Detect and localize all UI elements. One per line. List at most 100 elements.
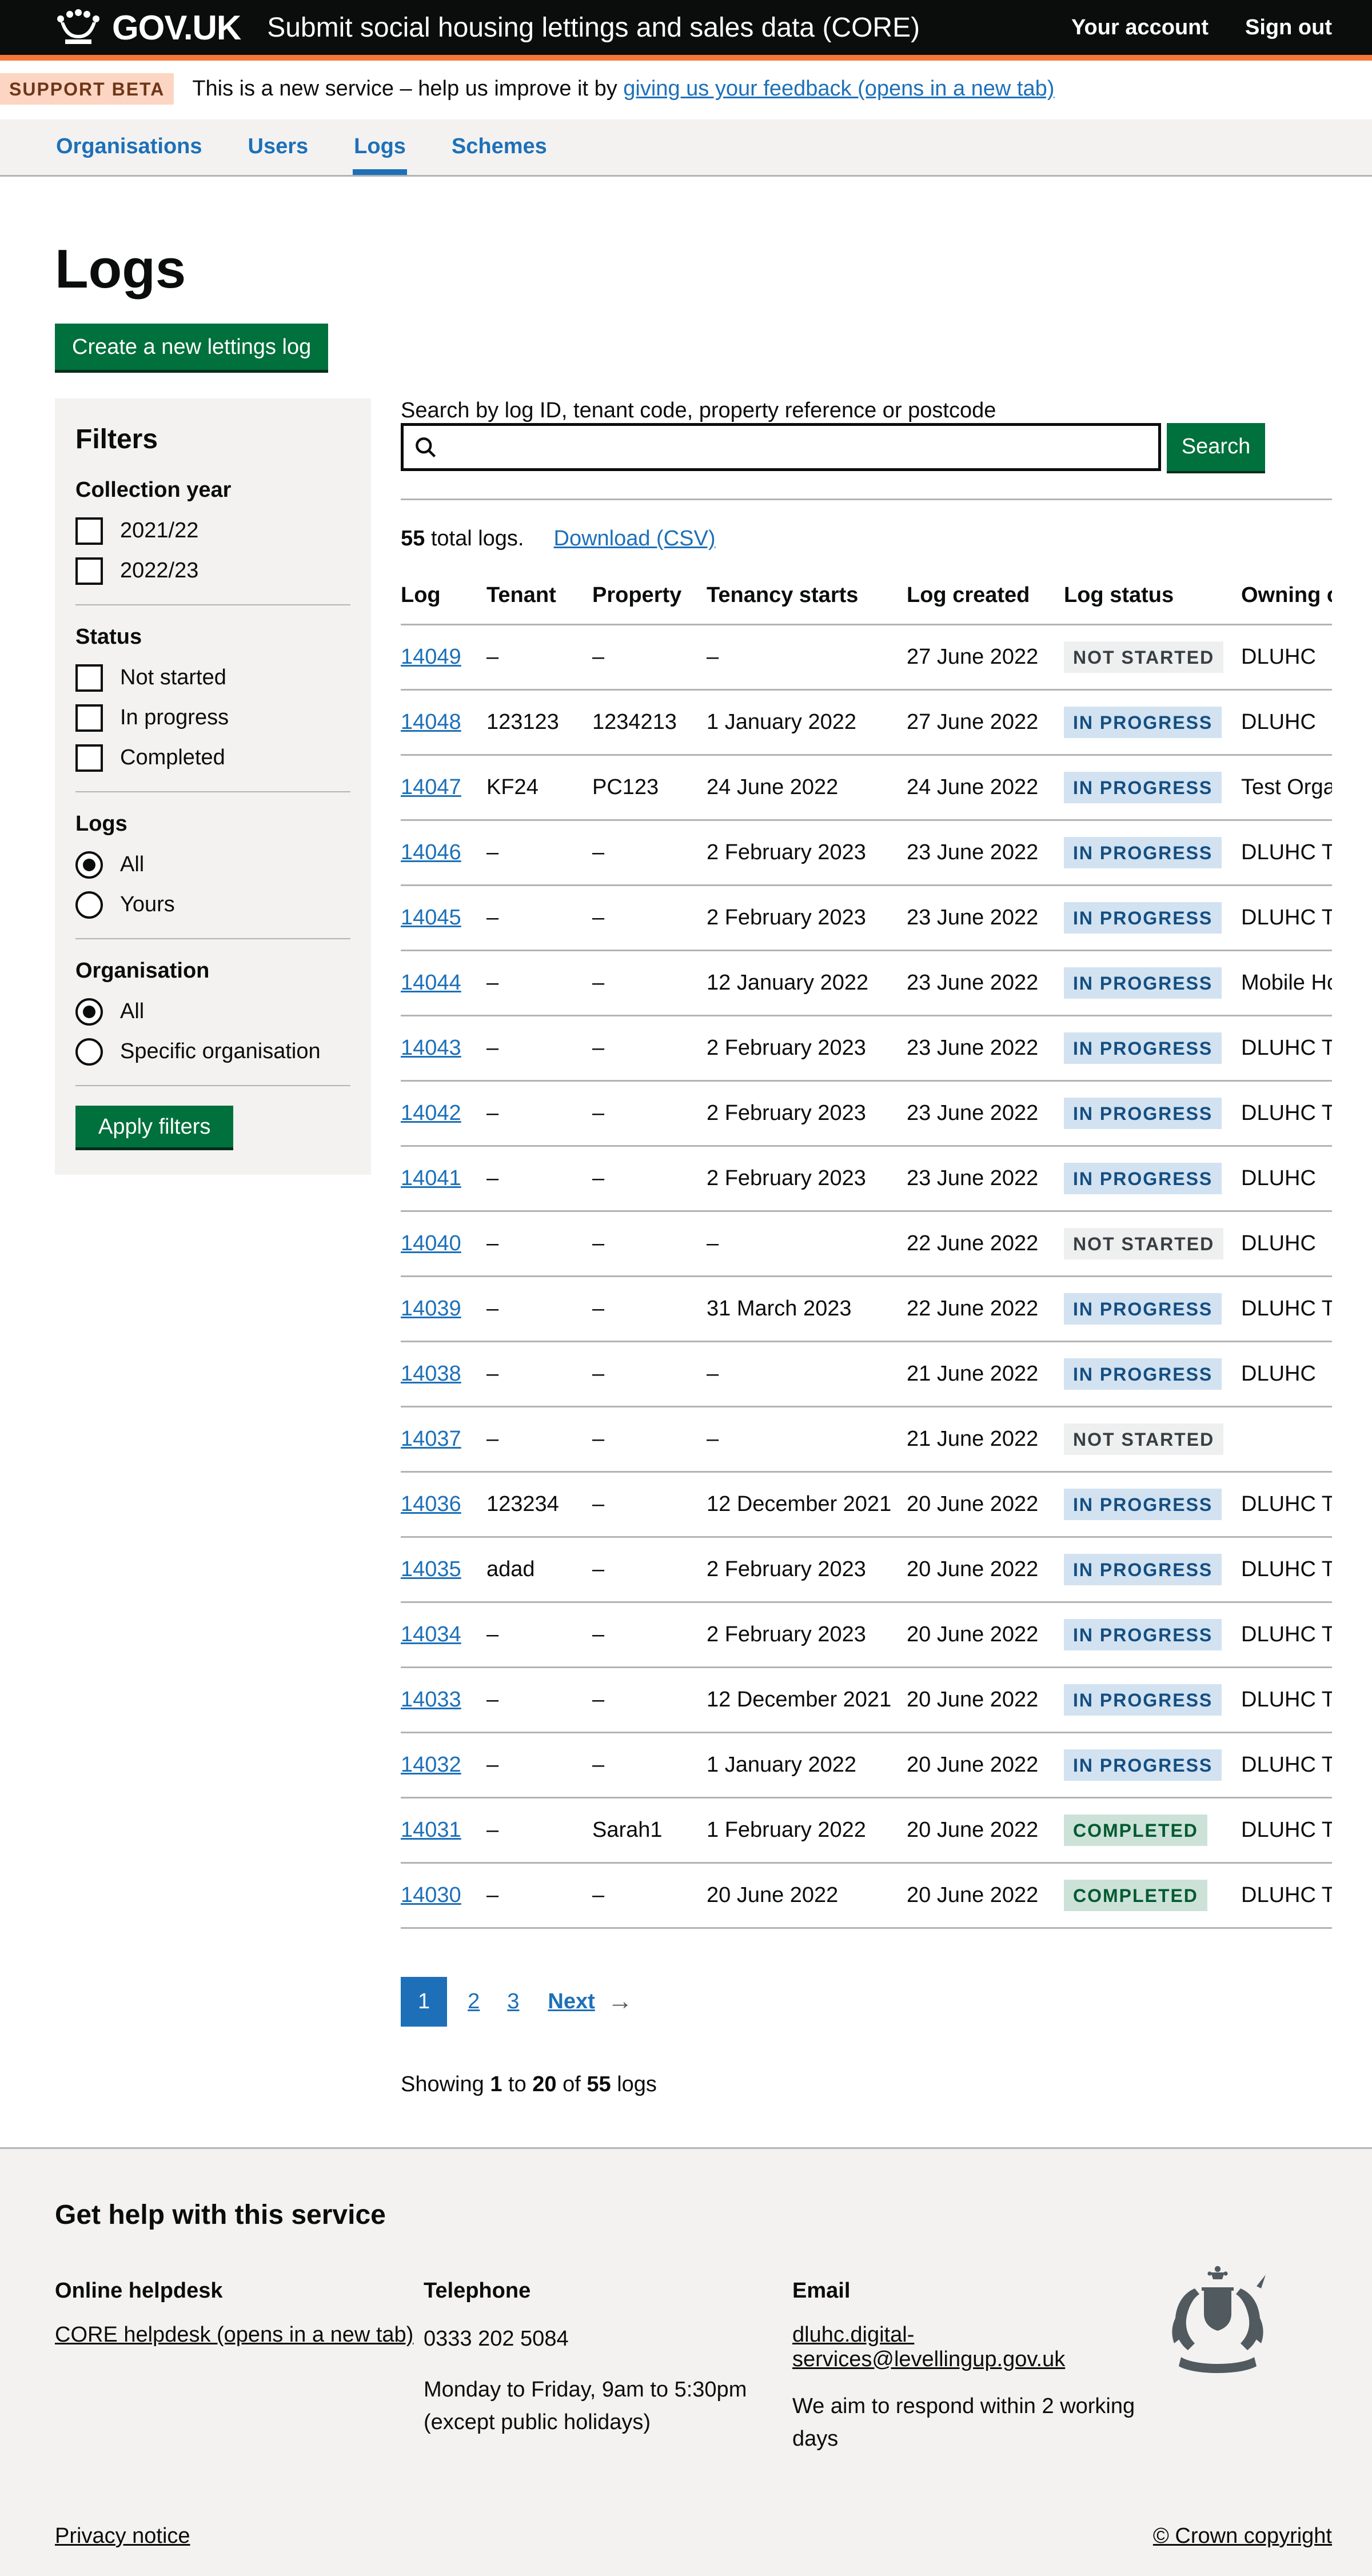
log-link-14043[interactable]: 14043 bbox=[401, 1035, 461, 1060]
radio-logs-all[interactable]: All bbox=[75, 851, 350, 879]
email-link[interactable]: dluhc.digital-services@levellingup.gov.u… bbox=[792, 2322, 1066, 2371]
log-link-14035[interactable]: 14035 bbox=[401, 1557, 461, 1581]
your-account-link[interactable]: Your account bbox=[1071, 15, 1209, 39]
log-link-14034[interactable]: 14034 bbox=[401, 1622, 461, 1646]
crown-copyright-link[interactable]: © Crown copyright bbox=[1152, 2523, 1332, 2548]
checkbox-status-not-started[interactable]: Not started bbox=[75, 664, 350, 692]
radio-control[interactable] bbox=[75, 891, 103, 919]
status-badge: NOT STARTED bbox=[1064, 1423, 1224, 1455]
log-created-date: 23 June 2022 bbox=[907, 820, 1064, 886]
search-input[interactable] bbox=[444, 425, 1158, 468]
checkbox-status-in-progress[interactable]: In progress bbox=[75, 704, 350, 732]
privacy-notice-link[interactable]: Privacy notice bbox=[55, 2523, 190, 2548]
filter-group-status: Status Not started In progress Completed bbox=[75, 625, 350, 772]
filter-group-label-status: Status bbox=[75, 624, 142, 649]
search-field-wrapper bbox=[401, 422, 1161, 471]
showing-to: 20 bbox=[532, 2072, 557, 2096]
property-reference: – bbox=[592, 950, 707, 1016]
logs-section: Search by log ID, tenant code, property … bbox=[401, 398, 1332, 2147]
status-badge: IN PROGRESS bbox=[1064, 1618, 1222, 1650]
log-link-14044[interactable]: 14044 bbox=[401, 970, 461, 995]
feedback-link[interactable]: giving us your feedback (opens in a new … bbox=[623, 77, 1055, 101]
page-2[interactable]: 2 bbox=[468, 1989, 480, 2013]
radio-logs-yours[interactable]: Yours bbox=[75, 891, 350, 919]
checkbox-collection-year-2021-22[interactable]: 2021/22 bbox=[75, 517, 350, 545]
radio-organisation-all[interactable]: All bbox=[75, 998, 350, 1026]
log-link-14038[interactable]: 14038 bbox=[401, 1361, 461, 1386]
checkbox-control[interactable] bbox=[75, 744, 103, 772]
owning-organisation: DLUHC Tes bbox=[1241, 820, 1332, 886]
owning-organisation: DLUHC Tes bbox=[1241, 1015, 1332, 1082]
log-link-14048[interactable]: 14048 bbox=[401, 709, 461, 734]
core-helpdesk-link[interactable]: CORE helpdesk (opens in a new tab) bbox=[55, 2322, 414, 2347]
total-logs-label: total logs. bbox=[425, 526, 524, 551]
checkbox-collection-year-2022-23[interactable]: 2022/23 bbox=[75, 557, 350, 585]
table-row: 14048 123123 1234213 1 January 2022 27 June … bbox=[401, 689, 1332, 756]
log-link-14036[interactable]: 14036 bbox=[401, 1492, 461, 1516]
log-link-14045[interactable]: 14045 bbox=[401, 905, 461, 930]
phase-banner-text: This is a new service – help us improve … bbox=[192, 77, 1054, 101]
page-1-current[interactable]: 1 bbox=[401, 1976, 448, 2027]
tenancy-start-date: 12 January 2022 bbox=[707, 950, 907, 1016]
owning-organisation: DLUHC bbox=[1241, 1146, 1332, 1212]
tab-organisations[interactable]: Organisations bbox=[56, 134, 202, 158]
log-link-14041[interactable]: 14041 bbox=[401, 1166, 461, 1190]
checkbox-control[interactable] bbox=[75, 664, 103, 692]
tenancy-start-date: 2 February 2023 bbox=[707, 1537, 907, 1603]
apply-filters-button[interactable]: Apply filters bbox=[75, 1105, 234, 1147]
log-created-date: 20 June 2022 bbox=[907, 1797, 1064, 1864]
option-label: Not started bbox=[120, 665, 226, 690]
checkbox-status-completed[interactable]: Completed bbox=[75, 744, 350, 772]
govuk-header: GOV.UK Submit social housing lettings an… bbox=[0, 0, 1372, 61]
table-row: 14042– –2 February 2023 23 June 2022 IN PRO… bbox=[401, 1080, 1332, 1147]
search-button[interactable]: Search bbox=[1167, 422, 1265, 471]
checkbox-control[interactable] bbox=[75, 517, 103, 545]
service-name[interactable]: Submit social housing lettings and sales… bbox=[267, 12, 920, 43]
log-created-date: 20 June 2022 bbox=[907, 1732, 1064, 1799]
email-heading: Email bbox=[792, 2278, 851, 2303]
checkbox-control[interactable] bbox=[75, 704, 103, 732]
owning-organisation: DLUHC bbox=[1241, 1341, 1332, 1407]
phase-banner: SUPPORT BETA This is a new service – hel… bbox=[0, 61, 1372, 119]
total-logs-text: 55 total logs. bbox=[401, 527, 524, 551]
showing-total: 55 bbox=[587, 2072, 611, 2096]
tenancy-start-date: 12 December 2021 bbox=[707, 1667, 907, 1733]
radio-control[interactable] bbox=[75, 1038, 103, 1066]
log-link-14031[interactable]: 14031 bbox=[401, 1817, 461, 1842]
showing-summary: Showing 1 to 20 of 55 logs bbox=[401, 2072, 657, 2096]
table-row: 14033– –12 December 2021 20 June 2022 IN PR… bbox=[401, 1667, 1332, 1733]
create-lettings-log-button[interactable]: Create a new lettings log bbox=[55, 323, 329, 370]
download-csv-link[interactable]: Download (CSV) bbox=[553, 526, 716, 551]
log-link-14046[interactable]: 14046 bbox=[401, 840, 461, 864]
table-row: 14034– –2 February 2023 20 June 2022 IN PRO… bbox=[401, 1602, 1332, 1668]
support-beta-tag: SUPPORT BETA bbox=[0, 73, 174, 105]
property-reference: – bbox=[592, 1211, 707, 1277]
radio-organisation-specific-organisation[interactable]: Specific organisation bbox=[75, 1038, 350, 1066]
tab-users[interactable]: Users bbox=[248, 134, 309, 158]
govuk-logotype[interactable]: GOV.UK bbox=[112, 8, 241, 47]
log-link-14033[interactable]: 14033 bbox=[401, 1687, 461, 1712]
radio-control[interactable] bbox=[75, 998, 103, 1026]
next-page-link[interactable]: Next bbox=[548, 1989, 595, 2013]
tab-logs[interactable]: Logs bbox=[353, 119, 407, 175]
property-reference: – bbox=[592, 1472, 707, 1538]
status-badge: IN PROGRESS bbox=[1064, 836, 1222, 868]
page-3[interactable]: 3 bbox=[507, 1989, 520, 2013]
log-link-14047[interactable]: 14047 bbox=[401, 775, 461, 799]
sign-out-link[interactable]: Sign out bbox=[1245, 15, 1332, 39]
log-link-14040[interactable]: 14040 bbox=[401, 1231, 461, 1255]
tenant-code: 123123 bbox=[486, 689, 592, 756]
radio-control[interactable] bbox=[75, 851, 103, 879]
log-link-14030[interactable]: 14030 bbox=[401, 1883, 461, 1907]
log-link-14039[interactable]: 14039 bbox=[401, 1296, 461, 1321]
logs-table: Log Tenant Property Tenancy starts Log creat… bbox=[401, 568, 1332, 1929]
log-link-14037[interactable]: 14037 bbox=[401, 1426, 461, 1451]
log-link-14042[interactable]: 14042 bbox=[401, 1100, 461, 1125]
tab-schemes[interactable]: Schemes bbox=[451, 134, 547, 158]
checkbox-control[interactable] bbox=[75, 557, 103, 585]
log-link-14032[interactable]: 14032 bbox=[401, 1752, 461, 1777]
royal-coat-of-arms bbox=[1160, 2263, 1275, 2400]
log-link-14049[interactable]: 14049 bbox=[401, 644, 461, 669]
log-created-date: 24 June 2022 bbox=[907, 755, 1064, 821]
tenancy-start-date: 1 January 2022 bbox=[707, 1732, 907, 1799]
